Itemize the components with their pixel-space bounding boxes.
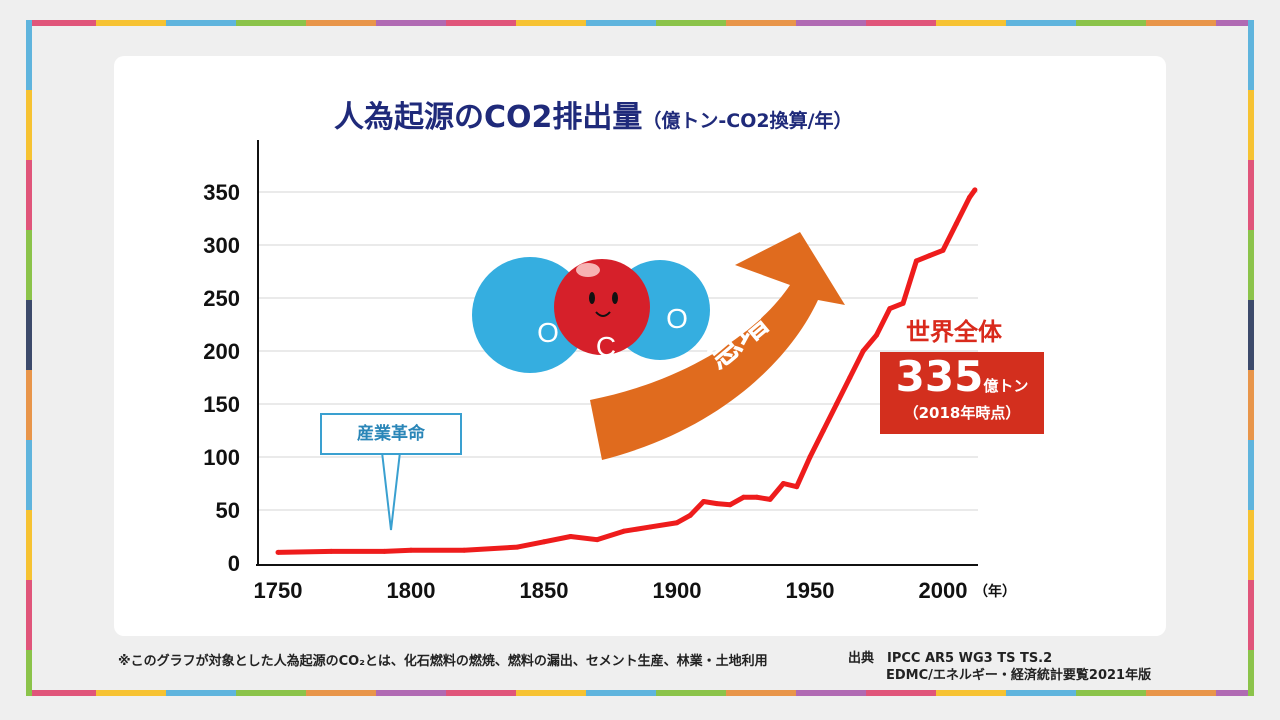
data-point — [807, 454, 813, 460]
chart-title: 人為起源のCO2排出量（億トン-CO2換算/年） — [334, 100, 853, 135]
carbon-atom — [554, 259, 650, 355]
decorative-frame — [26, 20, 1254, 696]
data-point — [621, 528, 627, 534]
data-point — [714, 501, 720, 507]
data-point — [972, 187, 978, 193]
callout-pointer — [381, 451, 401, 531]
molecule-letter: O — [666, 303, 688, 334]
mouth — [595, 311, 611, 317]
y-tick-label: 150 — [203, 392, 240, 417]
eye-right — [612, 292, 618, 304]
data-point — [887, 306, 893, 312]
data-point — [328, 548, 334, 554]
industrial-revolution-callout: 産業革命 — [320, 413, 462, 455]
y-tick-label: 100 — [203, 445, 240, 470]
data-point — [727, 502, 733, 508]
x-tick-label: 1900 — [653, 578, 702, 603]
data-point — [754, 494, 760, 500]
molecule-letter: O — [537, 317, 559, 348]
x-tick-label: 1800 — [387, 578, 436, 603]
data-point — [381, 548, 387, 554]
data-point — [408, 547, 414, 553]
x-axis-label: （年） — [974, 583, 1016, 600]
data-point — [687, 512, 693, 518]
data-point — [674, 520, 680, 526]
total-note: （2018年時点） — [903, 404, 1021, 422]
data-point — [647, 524, 653, 530]
data-point — [927, 253, 933, 259]
data-point — [820, 428, 826, 433]
x-tick-label: 1850 — [520, 578, 569, 603]
x-tick-label: 1750 — [254, 578, 303, 603]
total-label: 世界全体 — [906, 318, 1002, 346]
total-value: 335 — [895, 352, 984, 401]
molecule-letter: C — [596, 331, 616, 362]
y-tick-label: 350 — [203, 180, 240, 205]
y-tick-label: 200 — [203, 339, 240, 364]
data-point — [900, 300, 906, 306]
data-point — [874, 332, 879, 338]
x-tick-label: 2000 — [919, 578, 968, 603]
data-point — [514, 544, 520, 550]
data-point — [701, 499, 707, 505]
data-point — [541, 539, 547, 545]
data-point — [594, 537, 600, 543]
data-point — [967, 194, 973, 200]
data-point — [568, 534, 574, 539]
total-box: 335億トン （2018年時点） — [880, 352, 1044, 434]
data-point — [913, 258, 919, 264]
data-point — [953, 221, 959, 227]
data-point — [741, 494, 746, 500]
data-point — [940, 247, 946, 253]
y-tick-label: 0 — [228, 551, 240, 576]
y-tick-label: 300 — [203, 233, 240, 258]
data-point — [860, 348, 866, 354]
eye-left — [589, 292, 595, 304]
data-point — [780, 481, 786, 486]
carbon-highlight — [576, 263, 600, 277]
x-tick-label: 1950 — [786, 578, 835, 603]
footnote: ※このグラフが対象とした人為起源のCO₂とは、化石燃料の燃焼、燃料の漏出、セメン… — [118, 654, 768, 669]
data-point — [461, 547, 467, 553]
data-point — [767, 496, 773, 502]
y-tick-label: 50 — [216, 498, 240, 523]
data-point — [834, 401, 840, 407]
data-point — [275, 549, 281, 555]
rapid-increase-arrow — [590, 232, 845, 460]
source: 出典 IPCC AR5 WG3 TS TS.2 EDMC/エネルギー・経済統計要覧… — [848, 651, 1152, 683]
y-tick-label: 250 — [203, 286, 240, 311]
data-point — [847, 375, 853, 380]
data-point — [794, 484, 800, 490]
total-unit: 億トン — [983, 377, 1029, 395]
